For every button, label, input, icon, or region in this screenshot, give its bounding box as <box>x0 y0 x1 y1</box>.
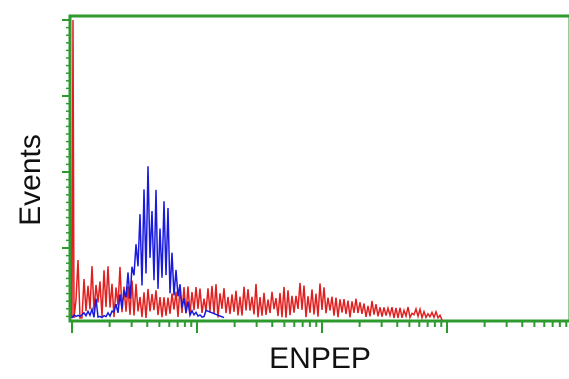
red-series-line <box>71 19 443 321</box>
x-axis-label: ENPEP <box>269 342 371 375</box>
y-axis-label: Events <box>14 134 47 226</box>
y-axis-ticks <box>62 19 70 318</box>
x-axis-ticks <box>71 321 568 333</box>
plot-frame <box>68 14 569 323</box>
blue-series-line <box>71 166 225 319</box>
